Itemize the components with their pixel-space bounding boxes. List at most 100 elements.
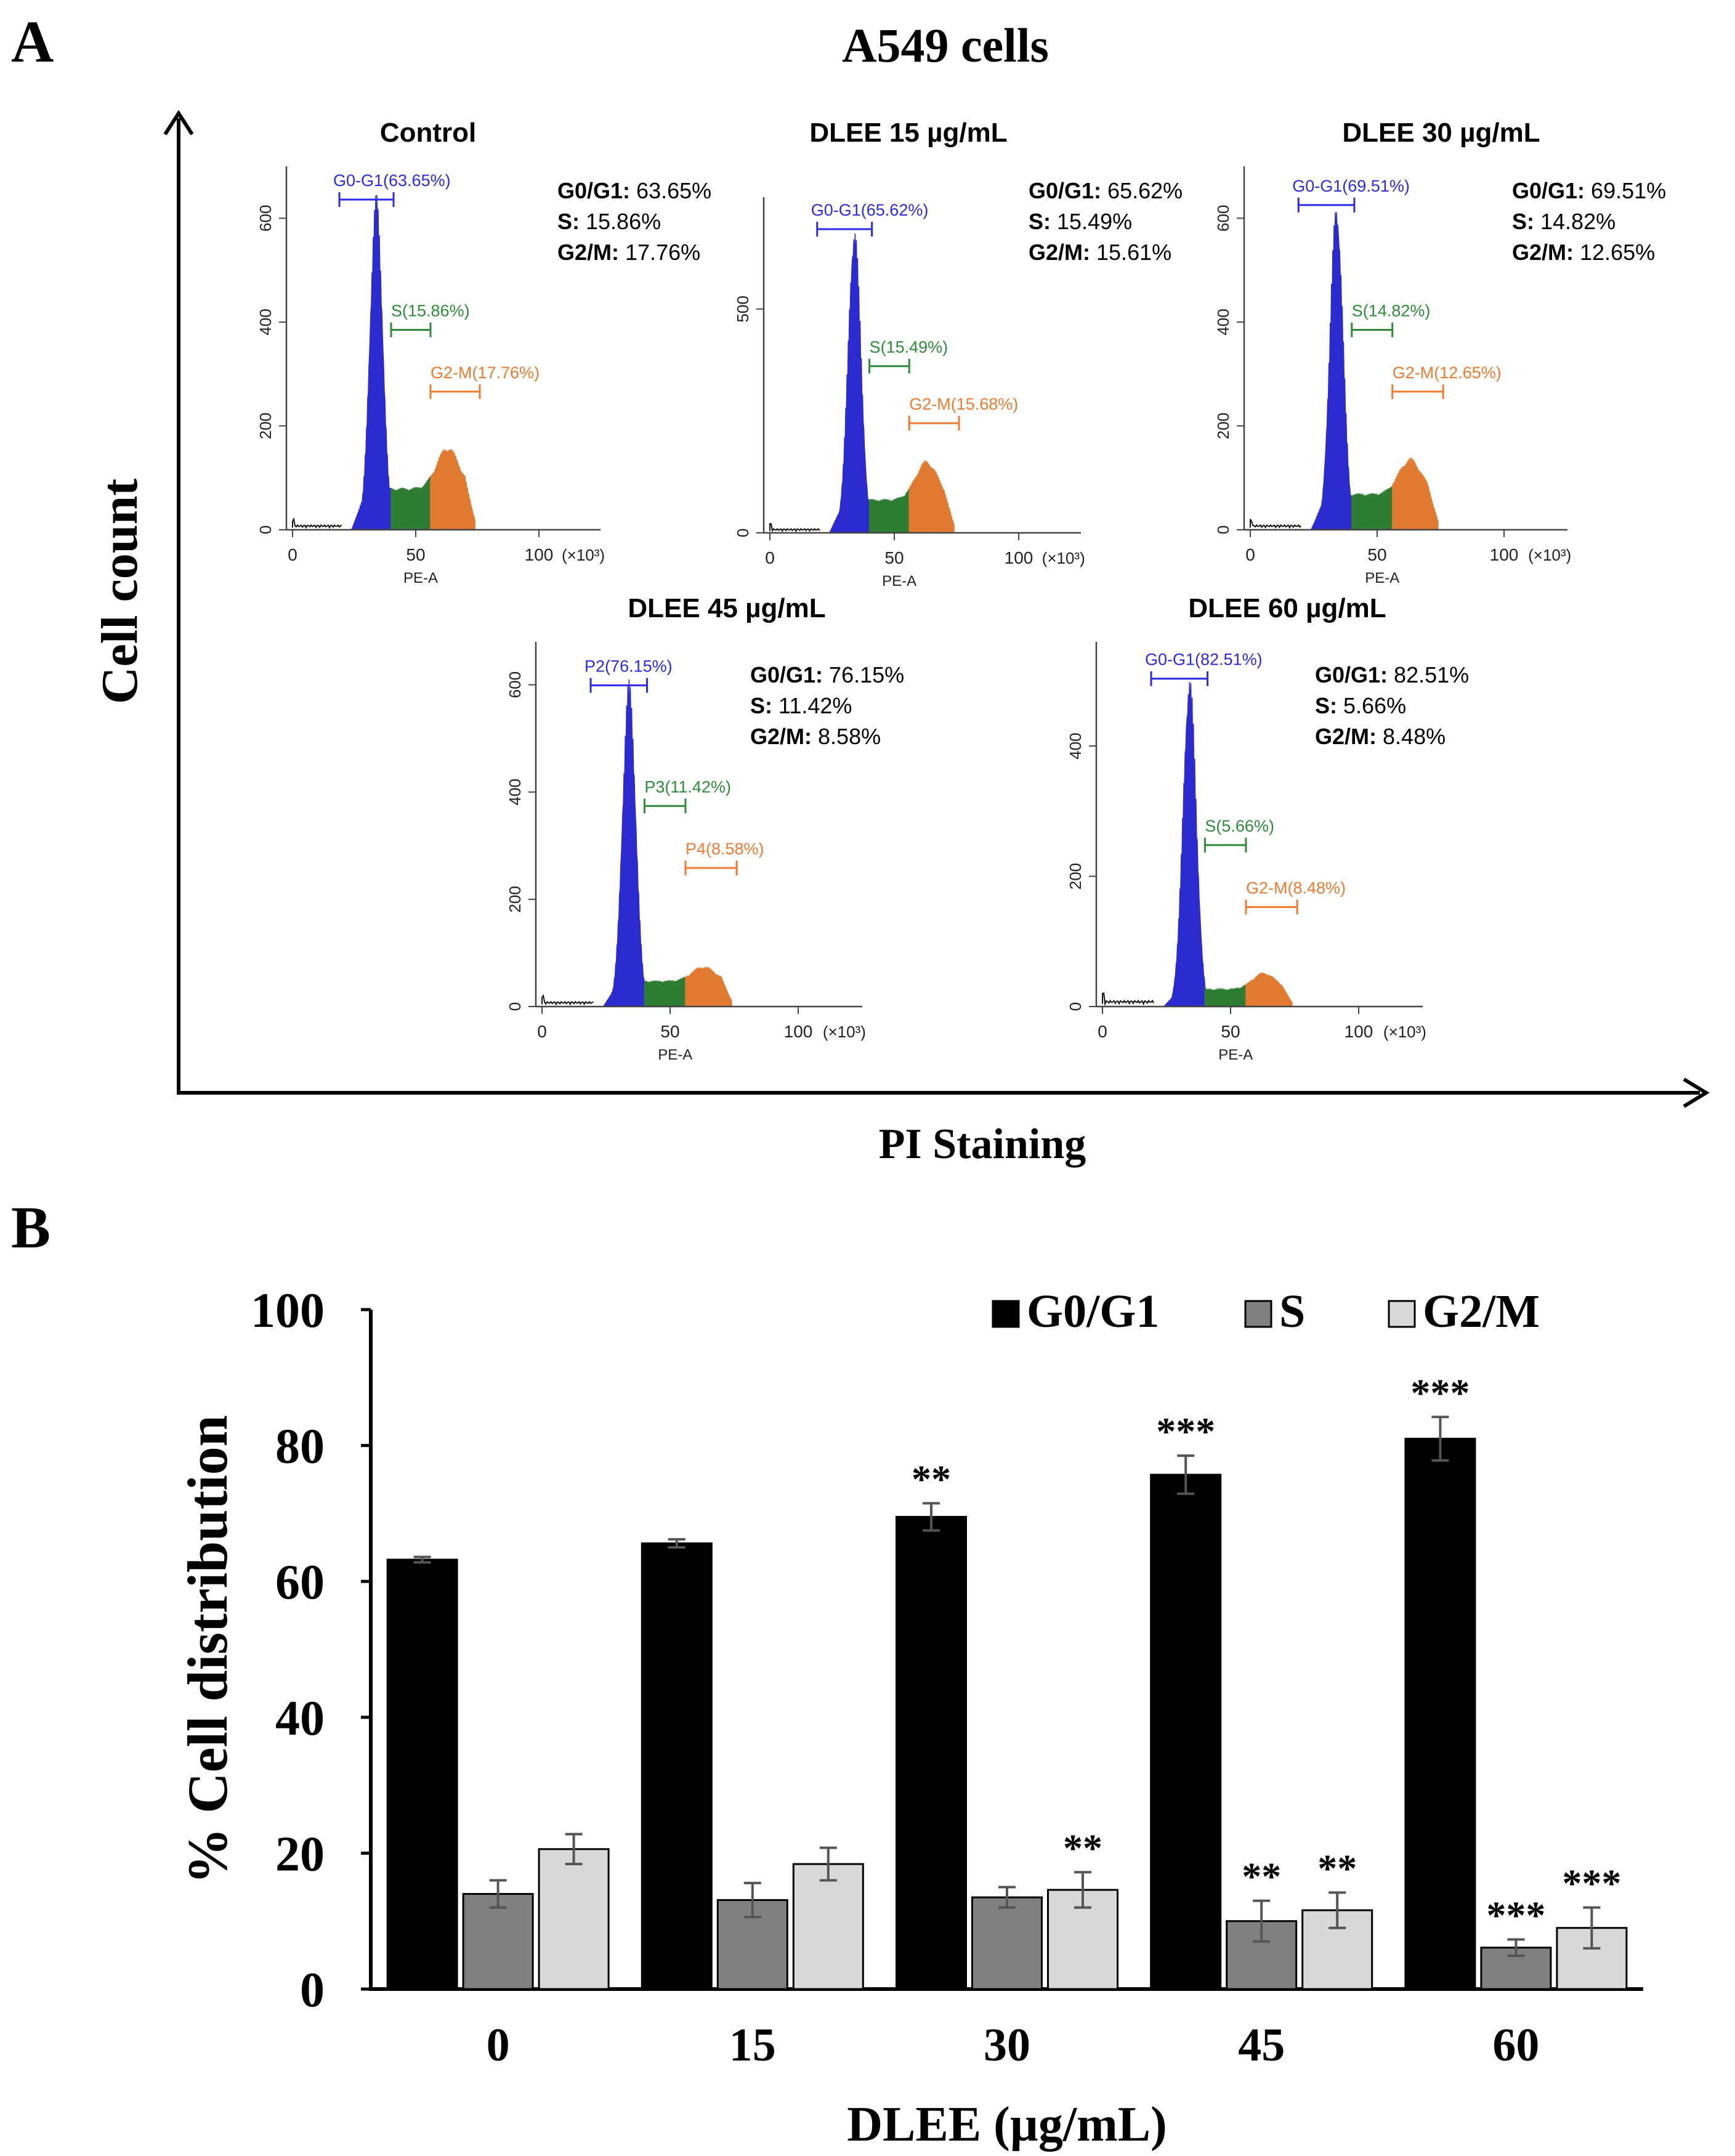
histogram-debris-trace	[541, 994, 594, 1006]
histogram-x-scale-label: (×10³)	[1383, 1023, 1426, 1041]
gate-g2m-label: P4(8.58%)	[686, 840, 764, 858]
y-tick-label: 100	[251, 1284, 325, 1338]
y-tick-label: 0	[300, 1963, 325, 2017]
y-tick-label: 80	[275, 1420, 325, 1474]
stat-label: G2/M:	[1512, 240, 1574, 265]
histogram-dlee60: DLEE 60 µg/mL 0 50 100 (×10³) PE-A 0 200 400 G0-G…	[1066, 593, 1469, 1063]
gate-g0g1-label: G0-G1(82.51%)	[1145, 650, 1263, 669]
histogram-fill-s	[1351, 485, 1393, 530]
stat-label: S:	[557, 209, 580, 234]
significance-marker: **	[912, 1457, 951, 1501]
bar-s	[462, 1893, 534, 1990]
bar-g0g1	[1150, 1473, 1222, 1990]
histogram-debris-trace	[1102, 992, 1155, 1007]
stat-line: G0/G1: 63.65%	[557, 178, 711, 203]
stat-label: G0/G1:	[750, 662, 823, 687]
significance-marker: **	[1242, 1855, 1281, 1899]
stat-value: 15.49%	[1051, 209, 1132, 234]
histogram-x-tick-label: 50	[1221, 1022, 1240, 1041]
y-tick-label: 60	[275, 1555, 325, 1610]
bar-g0g1	[1404, 1438, 1476, 1990]
stat-value: 14.82%	[1534, 209, 1616, 234]
significance-marker: ***	[1410, 1371, 1470, 1414]
histogram-dlee30: DLEE 30 µg/mL 0 50 100 (×10³) PE-A 0 200 400 600 G…	[1214, 118, 1666, 586]
legend-label: G2/M	[1423, 1286, 1540, 1337]
histogram-x-tick-label: 0	[1098, 1022, 1107, 1041]
stat-label: S:	[1512, 209, 1534, 234]
histogram-fill-g2m	[908, 460, 955, 533]
gate-g0g1-label: G0-G1(65.62%)	[811, 201, 929, 219]
significance-marker: ***	[1486, 1893, 1545, 1937]
histogram-title: DLEE 30 µg/mL	[1342, 118, 1540, 148]
histogram-x-tick-label: 50	[406, 545, 425, 564]
histogram-dlee15: DLEE 15 µg/mL 0 50 100 (×10³) PE-A 0 500 G0-G1(6…	[734, 118, 1183, 590]
histogram-y-tick-label: 400	[506, 779, 524, 805]
histogram-x-tick-label: 0	[537, 1022, 547, 1041]
gate-s-label: S(15.49%)	[870, 338, 948, 356]
histogram-x-tick-label: 50	[660, 1022, 679, 1041]
stat-label: G2/M:	[1029, 240, 1090, 265]
histogram-y-tick-label: 0	[256, 525, 275, 534]
histogram-fill-g0g1	[593, 679, 645, 1007]
panel-a-letter: A	[11, 9, 54, 75]
bar-chart-x-label: DLEE (µg/mL)	[847, 2097, 1167, 2152]
stat-line: G2/M: 17.76%	[557, 240, 700, 265]
gate-s-label: S(15.86%)	[391, 302, 470, 320]
stat-line: G0/G1: 65.62%	[1029, 178, 1183, 203]
panel-a-x-label: PI Staining	[879, 1121, 1086, 1168]
histogram-x-tick-label: 100	[784, 1022, 813, 1041]
stat-line: S: 5.66%	[1315, 693, 1406, 718]
histogram-debris-trace	[769, 523, 820, 532]
histogram-y-tick-label: 200	[1214, 413, 1232, 439]
panel-b-bar-chart: 0 20 40 60 80 100 % Cell distribution DLEE (µg/…	[176, 1284, 1643, 2152]
histogram-dlee45: DLEE 45 µg/mL 0 50 100 (×10³) PE-A 0 200 400 600 P…	[506, 593, 904, 1063]
panel-a-axes	[163, 110, 1710, 1108]
histogram-x-tick-label: 100	[525, 545, 554, 564]
histogram-x-scale-label: (×10³)	[1042, 549, 1085, 567]
histogram-x-axis-name: PE-A	[658, 1047, 692, 1063]
histogram-fill-g0g1	[1301, 212, 1353, 530]
histogram-title: DLEE 60 µg/mL	[1188, 593, 1386, 623]
y-tick-label: 20	[275, 1827, 325, 1881]
stat-value: 15.86%	[580, 209, 661, 234]
stat-value: 76.15%	[823, 662, 904, 687]
stat-label: G0/G1:	[1029, 178, 1101, 203]
stat-value: 63.65%	[630, 178, 711, 203]
histogram-control: Control 0 50 100 (×10³) PE-A 0 200 400 600 G0-G1(6…	[256, 118, 711, 586]
histogram-x-tick-label: 50	[1367, 545, 1386, 564]
legend-swatch-s	[1244, 1300, 1272, 1328]
histogram-fill-g2m	[1391, 458, 1439, 530]
bar-g0g1	[386, 1558, 458, 1990]
gate-g2m-label: G2-M(8.48%)	[1246, 878, 1346, 897]
stat-line: G2/M: 12.65%	[1512, 240, 1655, 265]
x-tick-label: 15	[729, 2019, 776, 2071]
legend-swatch-g0g1	[992, 1300, 1020, 1328]
histogram-x-tick-label: 100	[1490, 545, 1519, 564]
x-tick-label: 60	[1492, 2019, 1539, 2071]
legend-label: S	[1279, 1286, 1305, 1337]
stat-label: G0/G1:	[557, 178, 630, 203]
histogram-x-axis-name: PE-A	[882, 573, 916, 590]
panel-a-histograms: Control 0 50 100 (×10³) PE-A 0 200 400 600 G0-G1(6…	[256, 118, 1666, 1063]
significance-marker: **	[1063, 1826, 1102, 1870]
gate-g2m-label: G2-M(12.65%)	[1393, 363, 1502, 382]
stat-label: G2/M:	[557, 240, 619, 265]
stat-label: S:	[1029, 209, 1051, 234]
histogram-x-scale-label: (×10³)	[823, 1023, 866, 1041]
stat-line: G2/M: 8.58%	[750, 724, 881, 749]
histogram-y-tick-label: 0	[506, 1002, 524, 1011]
stat-line: S: 11.42%	[750, 693, 852, 718]
histogram-debris-trace	[1250, 519, 1302, 529]
stat-label: G0/G1:	[1512, 178, 1585, 203]
bar-g2m	[792, 1863, 864, 1990]
stat-value: 65.62%	[1101, 178, 1183, 203]
histogram-fill-s	[390, 476, 431, 530]
histogram-title: DLEE 45 µg/mL	[628, 593, 825, 623]
histogram-y-tick-label: 400	[1214, 309, 1232, 335]
bar-chart-y-label: % Cell distribution	[176, 1415, 239, 1884]
panel-a-x-arrowhead	[1683, 1077, 1710, 1108]
stat-label: S:	[1315, 693, 1337, 718]
histogram-fill-g2m	[1245, 972, 1293, 1007]
histogram-debris-trace	[292, 517, 342, 529]
histogram-fill-g2m	[685, 967, 732, 1007]
